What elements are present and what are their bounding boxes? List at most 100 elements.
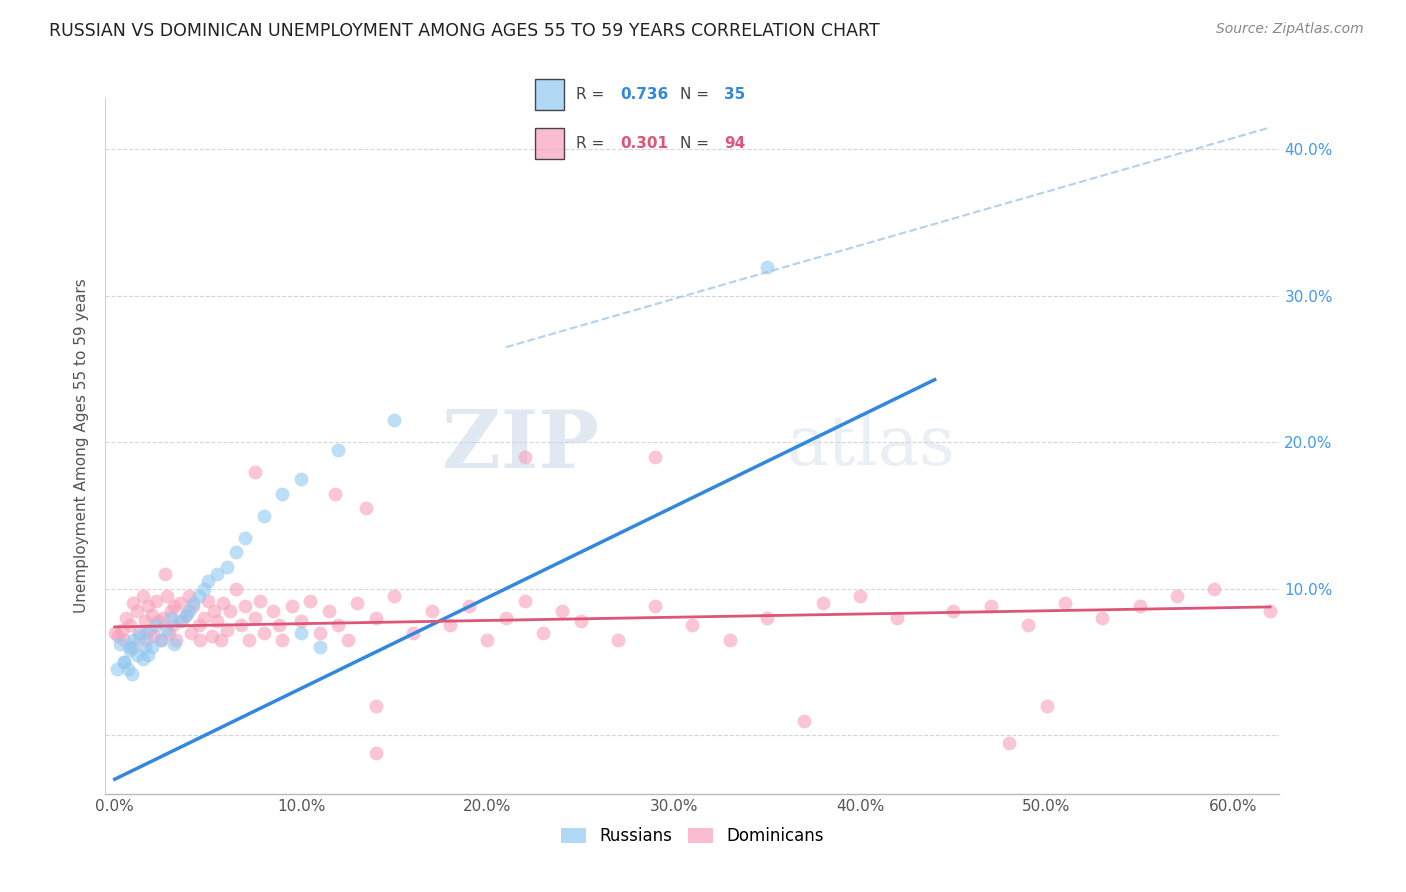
Point	[271, 486, 294, 500]
Text: 94: 94	[724, 136, 745, 152]
Text: 0.736: 0.736	[621, 87, 669, 102]
Point	[382, 589, 405, 603]
Point	[243, 611, 266, 625]
Point	[1054, 597, 1077, 611]
Point	[153, 567, 176, 582]
Point	[202, 604, 225, 618]
Point	[262, 604, 284, 618]
Point	[122, 640, 145, 655]
Point	[346, 597, 368, 611]
Point	[215, 559, 238, 574]
Point	[323, 486, 346, 500]
Point	[135, 633, 157, 648]
Point	[249, 593, 271, 607]
Point	[756, 260, 779, 274]
Point	[606, 633, 628, 648]
Point	[942, 604, 965, 618]
Point	[849, 589, 872, 603]
Point	[193, 582, 215, 596]
Point	[382, 413, 405, 427]
Point	[193, 611, 215, 625]
Point	[253, 508, 276, 523]
Point	[128, 629, 150, 643]
Point	[107, 629, 129, 643]
Point	[209, 633, 232, 648]
Point	[290, 625, 312, 640]
Point	[132, 652, 155, 666]
Point	[1315, 597, 1337, 611]
Point	[115, 611, 138, 625]
Point	[364, 698, 387, 713]
Point	[308, 640, 330, 655]
Point	[402, 625, 425, 640]
Point	[718, 633, 741, 648]
Text: ZIP: ZIP	[441, 407, 599, 485]
Point	[159, 604, 181, 618]
Point	[207, 567, 229, 582]
Point	[290, 472, 312, 486]
Point	[157, 625, 180, 640]
Point	[142, 629, 165, 643]
Point	[187, 589, 209, 603]
Point	[187, 618, 209, 632]
Point	[127, 648, 149, 662]
Point	[152, 611, 174, 625]
Point	[513, 593, 536, 607]
Point	[179, 589, 201, 603]
Point	[225, 582, 247, 596]
Point	[364, 746, 387, 760]
Point	[318, 604, 340, 618]
Point	[122, 633, 145, 648]
Point	[170, 614, 193, 628]
Text: N =: N =	[681, 136, 714, 152]
Point	[139, 623, 162, 637]
Point	[267, 618, 290, 632]
Point	[551, 604, 574, 618]
Point	[169, 597, 191, 611]
Point	[495, 611, 517, 625]
Point	[136, 648, 159, 662]
Point	[150, 633, 173, 648]
Point	[169, 614, 191, 628]
Point	[145, 618, 167, 632]
Point	[569, 614, 592, 628]
Point	[165, 633, 187, 648]
Text: atlas: atlas	[786, 413, 955, 479]
Text: Source: ZipAtlas.com: Source: ZipAtlas.com	[1216, 22, 1364, 37]
Point	[290, 614, 312, 628]
Point	[243, 465, 266, 479]
Point	[1091, 611, 1114, 625]
Point	[233, 599, 256, 614]
Point	[681, 618, 703, 632]
Point	[111, 623, 134, 637]
Point	[439, 618, 461, 632]
Point	[219, 604, 242, 618]
Point	[211, 597, 233, 611]
Point	[145, 593, 167, 607]
Point	[811, 597, 834, 611]
Point	[112, 655, 135, 669]
Point	[134, 640, 156, 655]
Point	[146, 614, 169, 628]
Point	[271, 633, 294, 648]
Point	[477, 633, 499, 648]
Point	[336, 633, 359, 648]
Point	[118, 640, 141, 655]
Point	[190, 633, 212, 648]
Point	[150, 633, 173, 648]
Point	[118, 618, 141, 632]
Point	[141, 608, 163, 623]
Point	[253, 625, 276, 640]
Point	[531, 625, 554, 640]
Point	[163, 638, 186, 652]
Point	[105, 662, 128, 676]
Point	[1129, 599, 1152, 614]
Text: 35: 35	[724, 87, 745, 102]
Point	[1166, 589, 1188, 603]
Point	[179, 604, 201, 618]
Point	[136, 599, 159, 614]
Point	[128, 625, 150, 640]
Point	[181, 599, 204, 614]
Point	[281, 599, 304, 614]
Point	[174, 608, 197, 623]
